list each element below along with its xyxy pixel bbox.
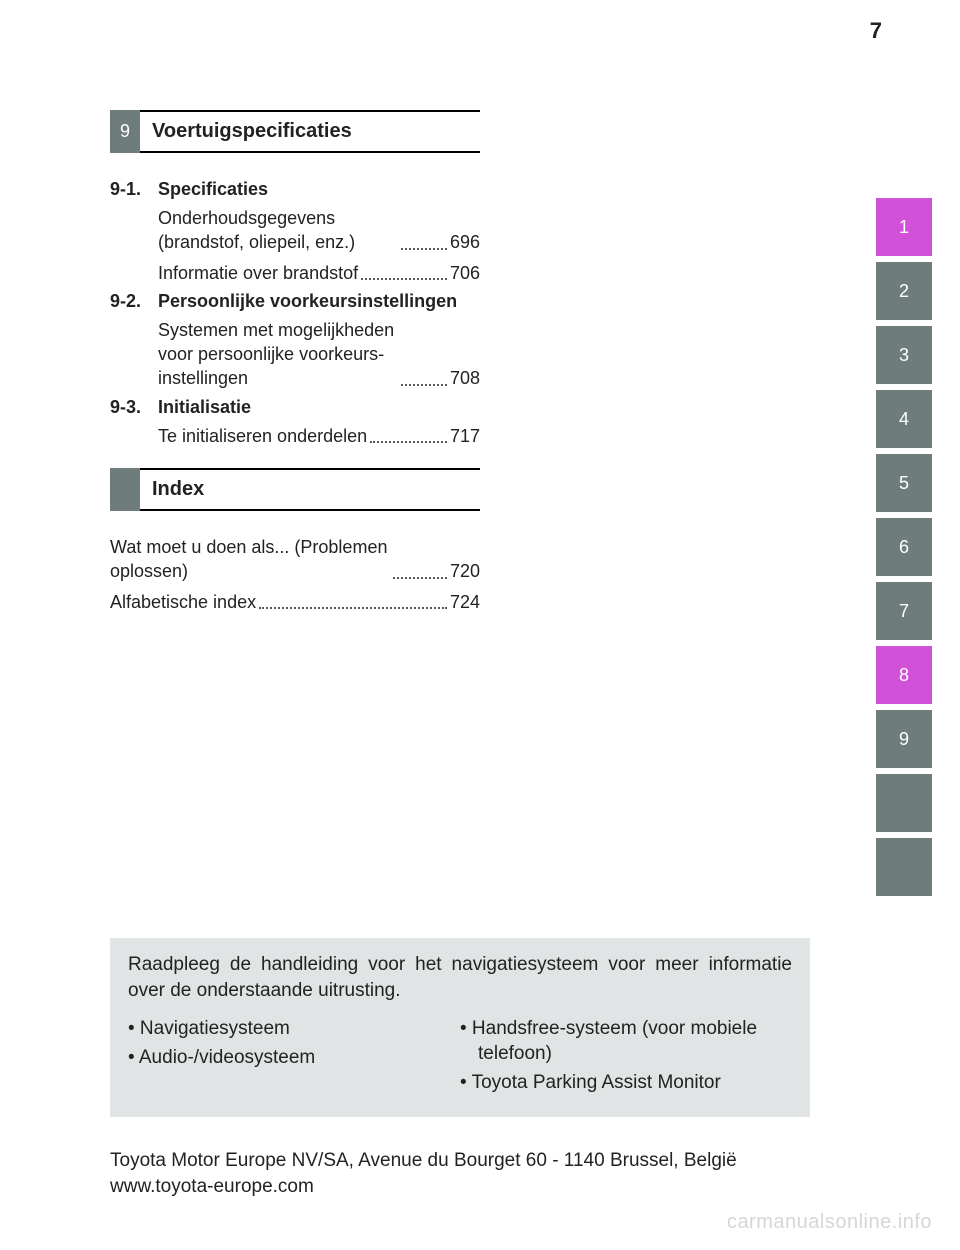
info-columns: • Navigatiesysteem • Audio-/videosysteem…: [128, 1017, 792, 1099]
footer-text: Toyota Motor Europe NV/SA, Avenue du Bou…: [110, 1148, 810, 1199]
toc-heading-title: Persoonlijke voorkeursinstellingen: [158, 291, 457, 312]
toc-leader: [361, 278, 447, 280]
side-tab-8[interactable]: 8: [876, 646, 932, 704]
side-tab-4[interactable]: 4: [876, 390, 932, 448]
side-tab-9[interactable]: 9: [876, 710, 932, 768]
toc-heading-num: 9-2.: [110, 291, 158, 312]
toc-group-9-1: 9-1. Specificaties Onderhoudsgegevens (b…: [110, 179, 480, 285]
side-tab-blank: [876, 838, 932, 896]
info-intro: Raadpleeg de handleiding voor het naviga…: [128, 952, 792, 1003]
toc-leader: [370, 441, 447, 443]
index-header-spacer: [110, 468, 140, 511]
chapter-number-box: 9: [110, 110, 140, 153]
toc-heading-title: Initialisatie: [158, 397, 251, 418]
toc-entry-label: Alfabetische index: [110, 590, 256, 614]
info-col-2: • Handsfree-systeem (voor mobiele telefo…: [460, 1017, 792, 1099]
list-item: • Audio-/videosysteem: [128, 1046, 460, 1071]
toc-entry-page: 708: [450, 366, 480, 390]
toc-entry[interactable]: Systemen met mogelijkheden voor persoonl…: [158, 318, 480, 391]
toc-heading: 9-3. Initialisatie: [110, 397, 480, 418]
toc-leader: [259, 607, 447, 609]
chapter9-header: 9 Voertuigspecificaties: [110, 110, 480, 153]
index-header: Index: [110, 468, 480, 511]
toc-heading-num: 9-1.: [110, 179, 158, 200]
side-tab-6[interactable]: 6: [876, 518, 932, 576]
toc-heading: 9-2. Persoonlijke voorkeursinstellingen: [110, 291, 480, 312]
side-tab-2[interactable]: 2: [876, 262, 932, 320]
toc-entry[interactable]: Te initialiseren onderdelen 717: [158, 424, 480, 448]
side-tab-3[interactable]: 3: [876, 326, 932, 384]
chapter-title: Voertuigspecificaties: [140, 110, 480, 153]
side-tab-5[interactable]: 5: [876, 454, 932, 512]
page-number: 7: [870, 18, 882, 44]
toc-entry-label: Onderhoudsgegevens (brandstof, oliepeil,…: [158, 206, 398, 255]
side-tab-7[interactable]: 7: [876, 582, 932, 640]
toc-entry[interactable]: Alfabetische index 724: [110, 590, 480, 614]
toc-content: 9 Voertuigspecificaties 9-1. Specificati…: [110, 110, 480, 620]
info-col-1: • Navigatiesysteem • Audio-/videosysteem: [128, 1017, 460, 1099]
toc-entry-page: 720: [450, 559, 480, 583]
toc-leader: [401, 384, 447, 386]
side-tab-blank: [876, 774, 932, 832]
list-item: • Navigatiesysteem: [128, 1017, 460, 1042]
toc-heading: 9-1. Specificaties: [110, 179, 480, 200]
toc-entry[interactable]: Wat moet u doen als... (Problemen oploss…: [110, 535, 480, 584]
info-box: Raadpleeg de handleiding voor het naviga…: [110, 938, 810, 1117]
side-tab-1[interactable]: 1: [876, 198, 932, 256]
toc-entry-page: 706: [450, 261, 480, 285]
toc-heading-num: 9-3.: [110, 397, 158, 418]
toc-entry[interactable]: Onderhoudsgegevens (brandstof, oliepeil,…: [158, 206, 480, 255]
side-tabs: 1 2 3 4 5 6 7 8 9: [876, 60, 932, 902]
side-tab-spacer: [876, 60, 932, 198]
toc-group-9-2: 9-2. Persoonlijke voorkeursinstellingen …: [110, 291, 480, 391]
index-title: Index: [140, 468, 480, 511]
toc-entry-label: Wat moet u doen als... (Problemen oploss…: [110, 535, 390, 584]
toc-entry-label: Te initialiseren onderdelen: [158, 424, 367, 448]
toc-leader: [401, 248, 447, 250]
toc-heading-title: Specificaties: [158, 179, 268, 200]
list-item: • Handsfree-systeem (voor mobiele telefo…: [460, 1017, 792, 1066]
toc-entry-page: 717: [450, 424, 480, 448]
toc-entry-label: Systemen met mogelijkheden voor persoonl…: [158, 318, 398, 391]
toc-entry-label: Informatie over brandstof: [158, 261, 358, 285]
toc-group-9-3: 9-3. Initialisatie Te initialiseren onde…: [110, 397, 480, 448]
watermark: carmanualsonline.info: [727, 1211, 932, 1234]
toc-entry-page: 696: [450, 230, 480, 254]
toc-entry[interactable]: Informatie over brandstof 706: [158, 261, 480, 285]
list-item: • Toyota Parking Assist Monitor: [460, 1071, 792, 1096]
toc-entry-page: 724: [450, 590, 480, 614]
toc-leader: [393, 577, 447, 579]
